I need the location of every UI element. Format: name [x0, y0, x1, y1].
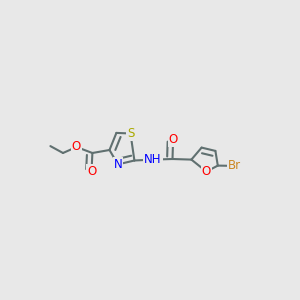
Text: O: O: [169, 133, 178, 146]
Text: O: O: [202, 165, 211, 178]
Text: O: O: [87, 165, 96, 178]
Text: Br: Br: [228, 159, 241, 172]
Text: O: O: [72, 140, 81, 154]
Text: S: S: [127, 127, 134, 140]
Text: NH: NH: [144, 153, 162, 166]
Text: N: N: [113, 158, 122, 171]
